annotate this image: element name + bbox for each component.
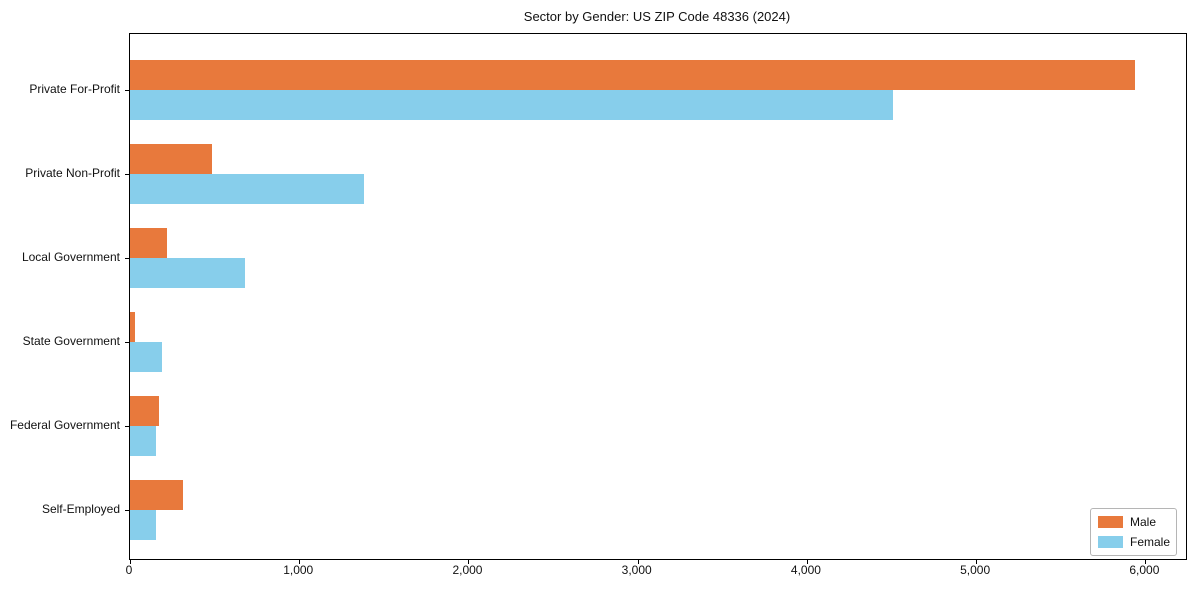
x-axis-labels: 0 1,000 2,000 3,000 4,000 5,000 6,000 (125, 563, 1185, 583)
y-tick-label-state-government: State Government (22, 334, 120, 348)
y-tick-mark (125, 90, 129, 91)
bar-male-private-for-profit (130, 60, 1136, 90)
x-tick-label-0: 0 (125, 563, 133, 577)
x-tick-label-2000: 2,000 (452, 563, 483, 577)
bar-female-local-government (130, 258, 246, 288)
bar-male-self-employed (130, 480, 184, 510)
legend-item-female: Female (1098, 535, 1171, 549)
y-tick-mark (125, 174, 129, 175)
y-tick-label-private-non-profit: Private Non-Profit (25, 166, 120, 180)
x-tick-mark (299, 560, 301, 564)
y-tick-label-private-for-profit: Private For-Profit (29, 82, 120, 96)
bar-male-federal-government (130, 396, 159, 426)
x-tick-mark (976, 560, 978, 564)
legend-label-female: Female (1130, 535, 1171, 549)
x-tick-mark (637, 560, 639, 564)
y-tick-mark (125, 426, 129, 427)
bar-female-private-non-profit (130, 174, 364, 204)
legend-item-male: Male (1098, 515, 1168, 529)
x-tick-mark (806, 560, 808, 564)
y-tick-mark (125, 258, 129, 259)
bar-female-self-employed (130, 510, 157, 540)
x-tick-mark (468, 560, 470, 564)
x-tick-mark (130, 560, 131, 564)
chart-title: Sector by Gender: US ZIP Code 48336 (202… (523, 9, 791, 24)
y-tick-mark (125, 342, 129, 343)
legend-swatch-male (1098, 516, 1123, 528)
bar-male-private-non-profit (130, 144, 213, 174)
bar-female-private-for-profit (130, 90, 894, 120)
x-tick-label-5000: 5,000 (960, 563, 991, 577)
y-tick-label-federal-government: Federal Government (9, 418, 120, 432)
legend-swatch-female (1098, 536, 1123, 548)
bar-male-state-government (130, 312, 136, 342)
bar-female-state-government (130, 342, 163, 372)
y-tick-label-self-employed: Self-Employed (41, 502, 120, 516)
plot-area (125, 33, 1187, 564)
y-tick-mark (125, 510, 129, 511)
x-tick-label-3000: 3,000 (621, 563, 652, 577)
legend: Male Female (1090, 508, 1177, 556)
y-tick-label-local-government: Local Government (21, 250, 120, 264)
bar-female-federal-government (130, 426, 157, 456)
x-tick-mark (1145, 560, 1147, 564)
x-tick-label-4000: 4,000 (790, 563, 821, 577)
bar-male-local-government (130, 228, 168, 258)
y-axis-labels: Private For-Profit Private Non-Profit Loca… (0, 33, 120, 558)
legend-label-male: Male (1130, 515, 1157, 529)
x-tick-label-1000: 1,000 (283, 563, 314, 577)
x-tick-label-6000: 6,000 (1129, 563, 1160, 577)
